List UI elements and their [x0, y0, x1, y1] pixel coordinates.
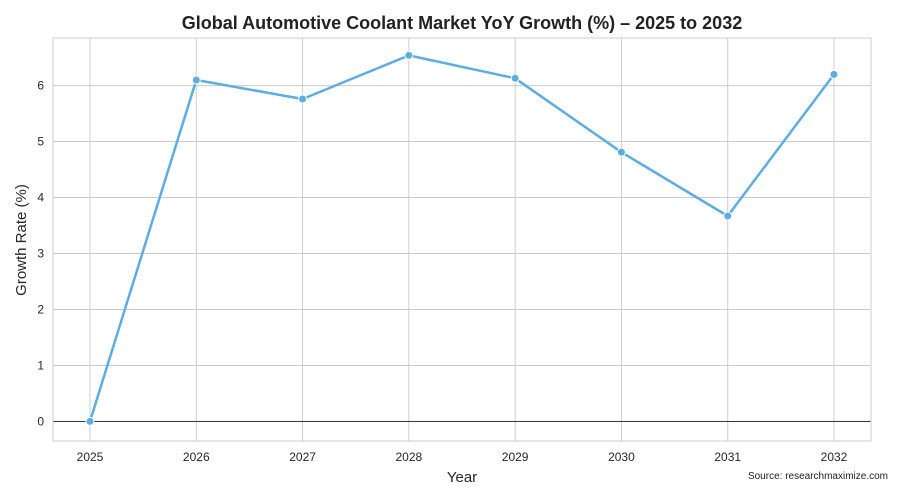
grid — [53, 38, 871, 441]
series-line — [88, 54, 836, 423]
x-tick-label: 2029 — [502, 450, 529, 464]
x-tick-label: 2030 — [608, 450, 635, 464]
series-layer — [88, 54, 836, 423]
x-tick-label: 2027 — [289, 450, 316, 464]
y-axis-label: Growth Rate (%) — [13, 184, 30, 296]
y-tick-labels: 0 1 2 3 4 5 6 — [37, 79, 44, 429]
x-tick-label: 2031 — [714, 450, 741, 464]
data-point — [404, 50, 414, 60]
y-tick-label: 2 — [37, 302, 44, 316]
y-tick-label: 0 — [37, 414, 44, 428]
x-tick-labels: 2025 2026 2027 2028 2029 2030 2031 2032 — [77, 450, 848, 464]
x-tick-label: 2025 — [77, 450, 104, 464]
points-layer — [85, 50, 839, 426]
y-tick-label: 5 — [37, 135, 44, 149]
y-tick-label: 6 — [37, 79, 44, 93]
x-tick-label: 2028 — [396, 450, 423, 464]
x-tick-label: 2032 — [821, 450, 848, 464]
data-point — [616, 147, 626, 157]
data-point — [191, 75, 201, 85]
y-tick-label: 3 — [37, 246, 44, 260]
data-point — [85, 416, 95, 426]
data-point — [510, 73, 520, 83]
data-point — [723, 211, 733, 221]
plot-frame — [52, 37, 872, 442]
y-tick-label: 1 — [37, 358, 44, 372]
y-tick-label: 4 — [37, 191, 44, 205]
chart-title: Global Automotive Coolant Market YoY Gro… — [182, 13, 742, 33]
x-tick-label: 2026 — [183, 450, 210, 464]
data-point — [298, 94, 308, 104]
source-note: Source: researchmaximize.com — [748, 471, 888, 482]
x-axis-label: Year — [447, 469, 477, 486]
data-point — [829, 69, 839, 79]
